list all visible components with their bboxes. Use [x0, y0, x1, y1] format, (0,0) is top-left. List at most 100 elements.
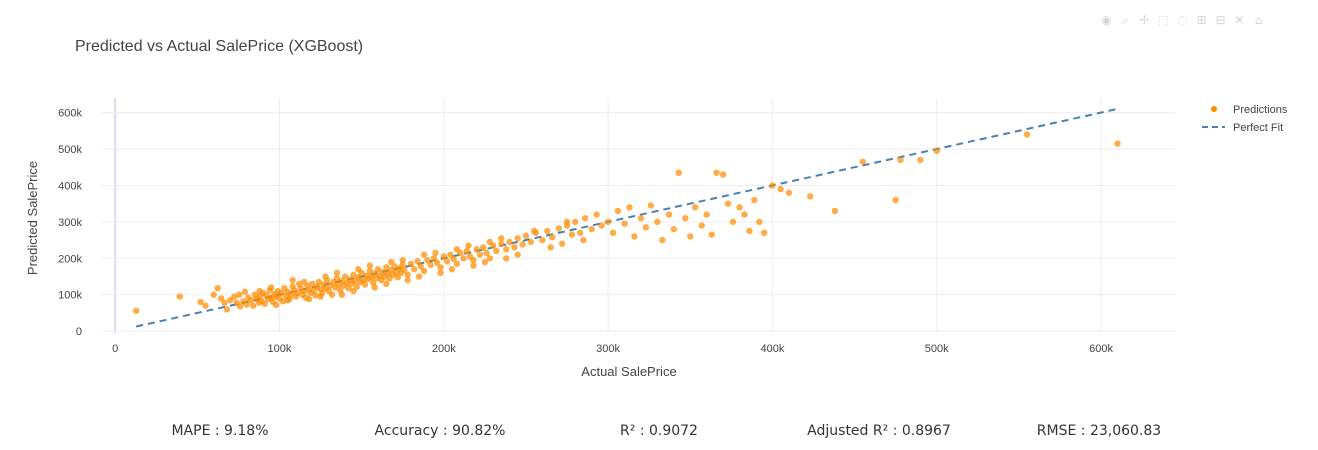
scatter-point — [729, 218, 737, 226]
zoom-out-icon[interactable]: ⊟ — [1215, 13, 1226, 27]
scatter-point — [626, 204, 633, 211]
scatter-point — [665, 211, 673, 218]
scatter-point — [463, 247, 470, 255]
scatter-point — [473, 246, 480, 253]
scatter-point — [465, 242, 472, 249]
scatter-point — [448, 266, 456, 273]
scatter-point — [391, 263, 398, 270]
scatter-point — [132, 307, 140, 314]
scatter-point — [642, 224, 650, 231]
scatter-point — [355, 266, 362, 273]
x-tick-label: 100k — [268, 343, 292, 355]
r2-metric: R² : 0.9072 — [620, 423, 698, 439]
legend-marker-predictions — [1211, 106, 1217, 112]
zoom-in-icon[interactable]: ⊞ — [1196, 13, 1207, 27]
scatter-point — [371, 284, 378, 291]
x-tick-label: 0 — [112, 343, 118, 355]
scatter-point — [453, 260, 461, 267]
lasso-icon[interactable]: ◌ — [1177, 13, 1188, 27]
scatter-point — [432, 249, 439, 257]
scatter-point — [300, 278, 308, 286]
scatter-point — [892, 196, 899, 204]
scatter-point — [1114, 140, 1121, 147]
scatter-point — [317, 293, 324, 300]
y-tick-label: 400k — [58, 180, 82, 192]
box-select-icon[interactable]: ⬚ — [1157, 13, 1170, 27]
scatter-point — [522, 232, 530, 239]
scatter-point — [481, 258, 489, 266]
scatter-point — [353, 283, 360, 290]
scatter-point — [447, 251, 454, 258]
x-tick-label: 500k — [925, 343, 949, 355]
scatter-point — [214, 284, 221, 292]
chart-title: Predicted vs Actual SalePrice (XGBoost) — [75, 38, 363, 55]
scatter-point — [859, 158, 866, 165]
scatter-point — [328, 291, 336, 298]
scatter-point — [563, 218, 571, 226]
y-axis-ticks: 0 100k 200k 300k 400k 500k 600k — [58, 108, 82, 339]
scatter-point — [361, 281, 369, 288]
scatter-point — [785, 189, 793, 196]
scatter-point — [279, 298, 286, 305]
scatter-point — [272, 301, 280, 309]
legend: Predictions Perfect Fit — [1202, 104, 1288, 134]
scatter-point — [388, 258, 395, 266]
scatter-point — [614, 207, 622, 215]
scatter-point — [223, 306, 231, 313]
home-icon[interactable]: ⌂ — [1254, 13, 1263, 27]
scatter-point — [539, 236, 546, 244]
scatter-point — [493, 247, 500, 255]
scatter-point — [383, 280, 390, 288]
scatter-point — [807, 193, 814, 200]
scatter-point — [399, 261, 406, 269]
scatter-point — [404, 276, 411, 284]
scatter-point — [243, 301, 250, 308]
scatter-point — [277, 289, 285, 297]
legend-label-predictions[interactable]: Predictions — [1233, 104, 1288, 116]
camera-icon[interactable]: ◉ — [1101, 13, 1112, 27]
scatter-point — [503, 255, 510, 262]
scatter-point — [514, 251, 521, 258]
modebar: ◉ ⌕ ✛ ⬚ ◌ ⊞ ⊟ ✕ ⌂ — [1100, 14, 1265, 27]
scatter-point — [933, 147, 940, 155]
scatter-point — [687, 233, 694, 240]
scatter-point — [414, 258, 421, 265]
scatter-point — [506, 238, 513, 246]
scatter-point — [176, 293, 183, 300]
scatter-point — [383, 264, 390, 271]
scatter-point — [741, 211, 748, 218]
scatter-point — [427, 261, 434, 269]
prediction-points — [132, 131, 1121, 314]
scatter-point — [514, 235, 521, 242]
autoscale-icon[interactable]: ✕ — [1234, 13, 1245, 27]
scatter-point — [647, 202, 655, 209]
legend-label-perfect-fit[interactable]: Perfect Fit — [1233, 122, 1283, 134]
scatter-point — [621, 220, 628, 227]
scatter-point — [236, 303, 244, 310]
mape-metric: MAPE : 9.18% — [171, 423, 269, 439]
scatter-point — [631, 233, 638, 240]
scatter-point — [366, 267, 374, 275]
scatter-point — [751, 196, 758, 204]
scatter-point — [713, 169, 720, 176]
scatter-point — [609, 229, 617, 237]
scatter-point — [519, 241, 526, 248]
scatter-point — [555, 225, 563, 232]
scatter-point — [544, 227, 551, 235]
scatter-point — [581, 215, 589, 222]
scatter-point — [503, 246, 510, 253]
y-tick-label: 100k — [58, 290, 82, 302]
zoom-icon[interactable]: ⌕ — [1122, 13, 1129, 27]
scatter-point — [450, 255, 457, 263]
scatter-point — [241, 288, 249, 296]
scatter-point — [486, 255, 493, 262]
scatter-point — [300, 287, 308, 295]
scatter-point — [549, 233, 556, 241]
scatter-point — [404, 271, 411, 278]
scatter-point — [236, 291, 243, 298]
pan-icon[interactable]: ✛ — [1139, 13, 1150, 27]
scatter-point — [670, 225, 678, 233]
scatter-point — [366, 262, 374, 269]
x-tick-label: 300k — [596, 343, 620, 355]
